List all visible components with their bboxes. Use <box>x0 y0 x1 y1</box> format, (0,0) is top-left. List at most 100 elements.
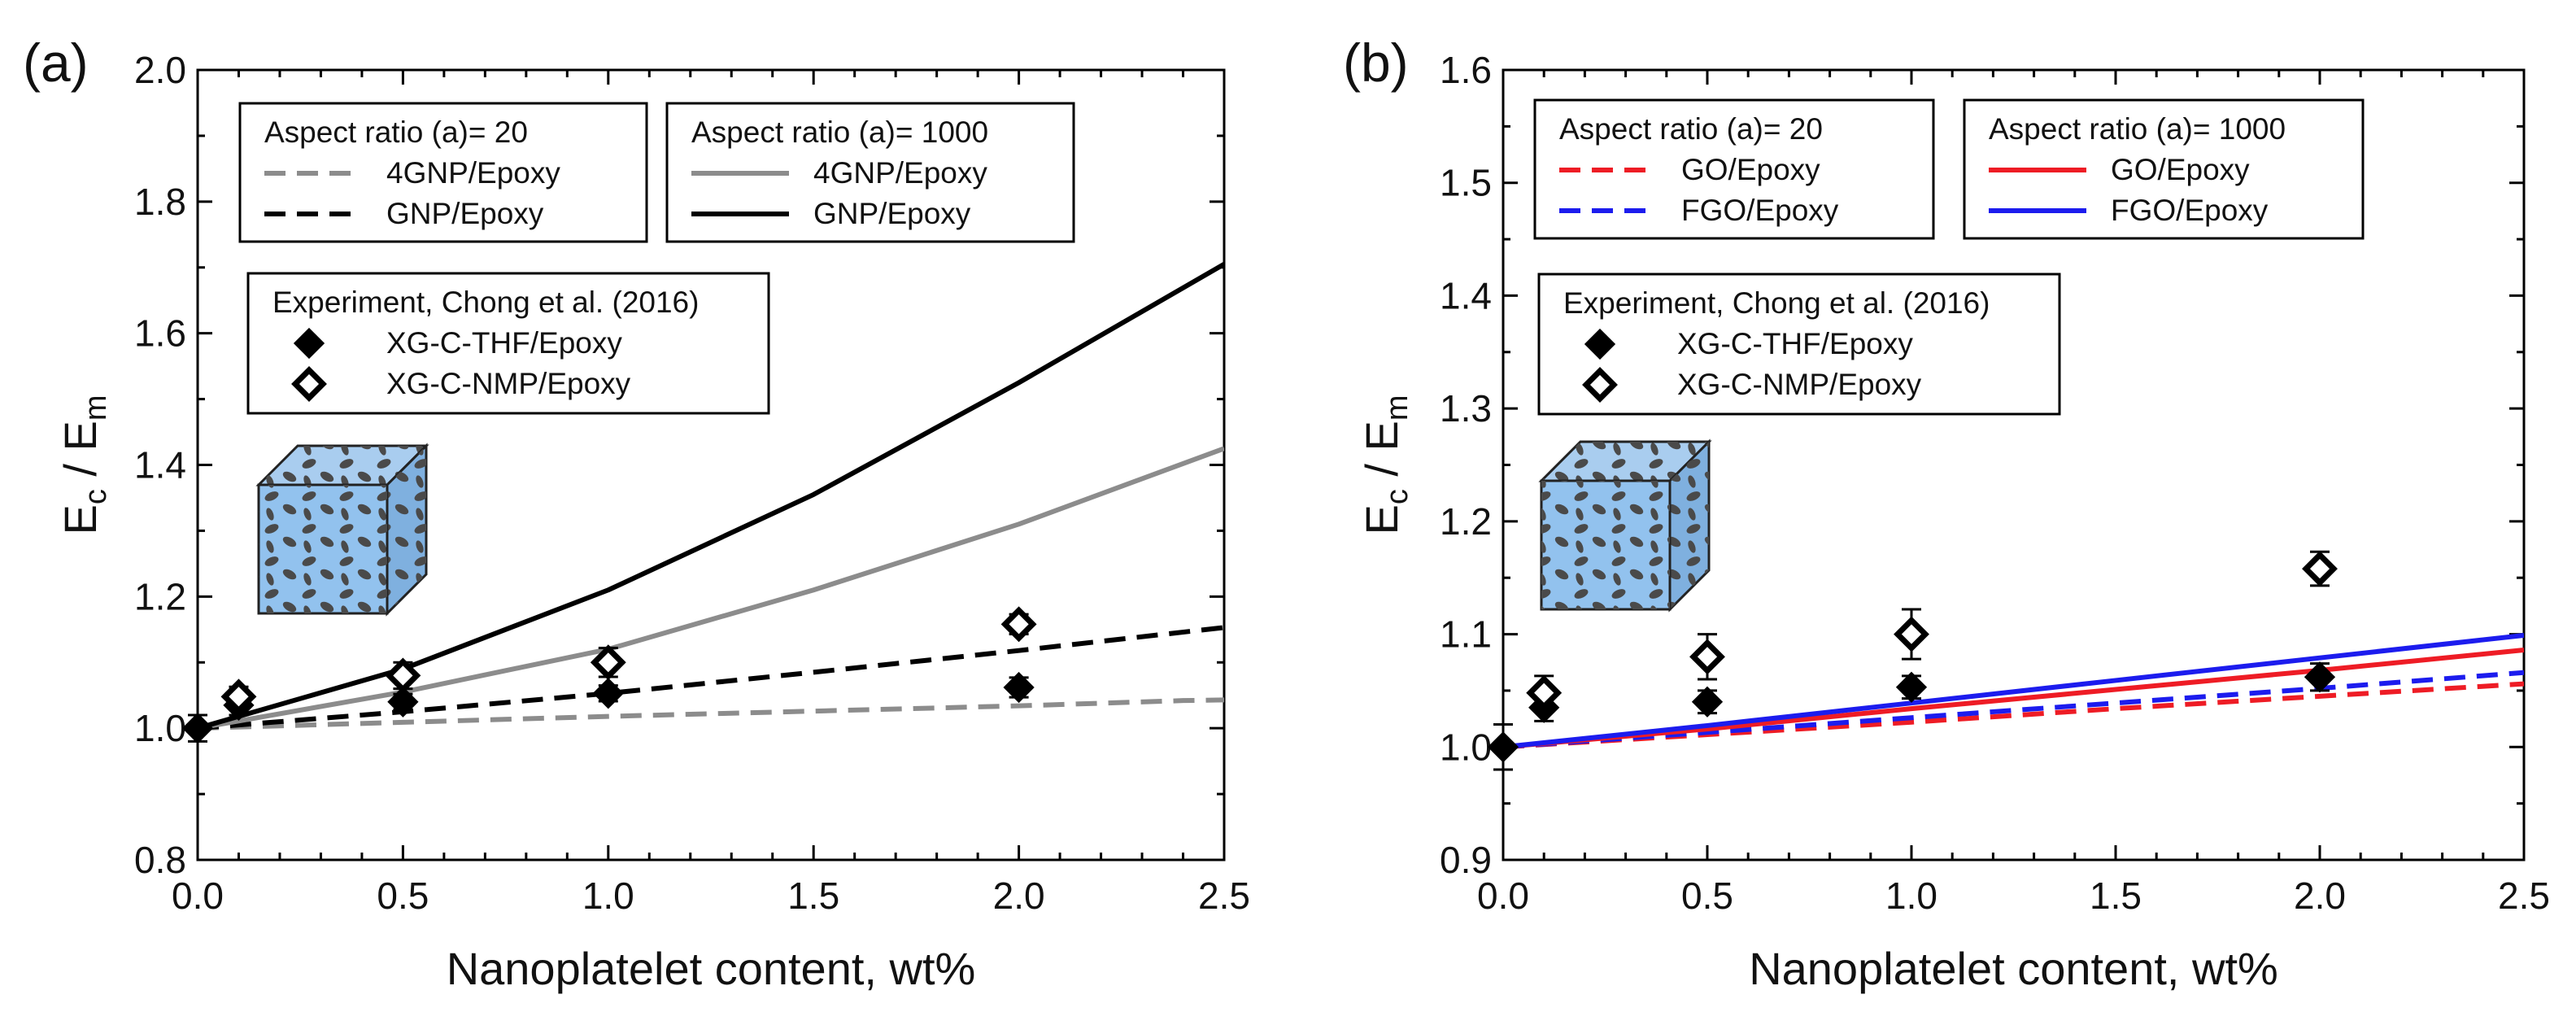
series-line <box>198 697 1224 731</box>
y-axis-title-sep: / E <box>1356 421 1407 489</box>
data-point-filled <box>1895 671 1928 703</box>
series-group <box>1503 632 2524 750</box>
legend-marker-filled <box>1584 328 1616 360</box>
data-point-open <box>1894 616 1929 652</box>
series-line <box>1503 632 2524 750</box>
y-axis-title-main: E <box>54 504 106 534</box>
legend-entry: GO/Epoxy <box>1681 153 1820 186</box>
legend-box <box>246 272 770 415</box>
x-tick-label: 1.5 <box>787 875 839 917</box>
legend-entry: GNP/Epoxy <box>813 197 971 230</box>
legend-entry: FGO/Epoxy <box>1681 194 1839 227</box>
data-point-open <box>1000 606 1037 643</box>
y-tick-label: 1.4 <box>1440 274 1492 316</box>
x-tick-label: 0.5 <box>1681 875 1733 917</box>
data-point-open <box>2302 551 2338 587</box>
legend-title: Experiment, Chong et al. (2016) <box>1563 286 1990 320</box>
cube-front-flakes <box>259 485 387 613</box>
y-tick-label: 1.0 <box>1440 726 1492 768</box>
series-line <box>1503 670 2524 750</box>
data-point-filled <box>387 686 419 718</box>
y-tick-label: 1.2 <box>134 575 186 617</box>
x-tick-label: 1.0 <box>582 875 634 917</box>
panel-b: (b) 0.0 0.5 1.0 1.5 2.0 2.5 0.9 1.0 1.1 1.2 1.3 1.4 1… <box>1343 33 2550 994</box>
legend-title: Aspect ratio (a)= 1000 <box>1989 112 2286 146</box>
legend-marker-open <box>291 366 327 402</box>
y-tick-label: 1.1 <box>1440 613 1492 656</box>
data-point-filled <box>592 678 624 709</box>
legend-entry: XG-C-NMP/Epoxy <box>1677 368 1922 401</box>
y-tick-label: 0.9 <box>1440 839 1492 881</box>
composite-cube-illustration <box>255 443 429 617</box>
x-tick-label: 2.0 <box>993 875 1045 917</box>
panel-label: (b) <box>1343 33 1409 93</box>
y-tick-label: 0.8 <box>134 839 186 881</box>
x-tick-label: 1.0 <box>1885 875 1937 917</box>
data-point-filled <box>2304 661 2336 693</box>
data-point-filled <box>1691 686 1724 718</box>
y-axis-title-main: E <box>1356 504 1407 534</box>
series-line <box>198 446 1224 731</box>
cube-front-flakes <box>1541 481 1670 609</box>
data-point-open <box>1689 639 1725 675</box>
y-tick-label: 1.5 <box>1440 162 1492 204</box>
x-tick-label: 2.5 <box>2498 875 2550 917</box>
legend-title: Aspect ratio (a)= 20 <box>264 116 528 149</box>
legend-title: Aspect ratio (a)= 20 <box>1559 112 1823 146</box>
x-tick-label: 2.0 <box>2294 875 2346 917</box>
y-axis-title-sub: m <box>79 395 113 421</box>
x-tick-label: 2.5 <box>1198 875 1250 917</box>
y-axis-title-sep: / E <box>54 421 106 489</box>
y-axis-title: Ec / Em <box>1356 395 1414 534</box>
legend-marker-filled <box>293 327 325 360</box>
legend-title: Experiment, Chong et al. (2016) <box>272 286 699 319</box>
data-point-filled <box>1003 671 1035 704</box>
x-tick-label: 0.0 <box>172 875 224 917</box>
x-tick-label: 0.5 <box>377 875 429 917</box>
legend-entry: 4GNP/Epoxy <box>813 156 987 190</box>
legend-entry: XG-C-THF/Epoxy <box>386 326 622 360</box>
data-point-open <box>385 657 421 694</box>
y-tick-label: 1.3 <box>1440 387 1492 430</box>
x-tick-label: 1.5 <box>2090 875 2142 917</box>
y-tick-label: 1.8 <box>134 181 186 223</box>
y-tick-label: 1.2 <box>1440 500 1492 543</box>
composite-cube-illustration <box>1538 438 1712 613</box>
legend-entry: GO/Epoxy <box>2111 153 2250 186</box>
y-tick-label: 1.6 <box>1440 49 1492 91</box>
series-line <box>1503 648 2524 750</box>
y-tick-label: 1.4 <box>134 444 186 486</box>
panel-label: (a) <box>23 33 89 93</box>
data-point-filled <box>181 713 214 744</box>
data-point-open <box>1526 674 1563 711</box>
y-axis-title-sub: c <box>79 489 113 504</box>
y-axis-title-sub: c <box>1380 489 1414 504</box>
legend-title: Aspect ratio (a)= 1000 <box>691 116 988 149</box>
series-line <box>198 625 1224 731</box>
y-axis-title-sub: m <box>1380 395 1414 421</box>
legend-marker-open <box>1582 367 1618 403</box>
x-axis-title: Nanoplatelet content, wt% <box>1749 943 2278 994</box>
legend-entry: GNP/Epoxy <box>386 197 544 230</box>
cube-side-flakes <box>1670 442 1709 609</box>
data-point-open <box>590 644 626 681</box>
series-group <box>198 262 1224 731</box>
data-point-filled <box>1487 731 1519 763</box>
legend-entry: 4GNP/Epoxy <box>386 156 560 190</box>
series-line <box>198 262 1224 731</box>
y-tick-label: 1.0 <box>134 707 186 749</box>
legend-entry: XG-C-THF/Epoxy <box>1677 327 1913 360</box>
cube-side-flakes <box>387 446 426 613</box>
y-tick-label: 1.6 <box>134 312 186 355</box>
y-tick-label: 2.0 <box>134 49 186 91</box>
legend-entry: XG-C-NMP/Epoxy <box>386 367 631 400</box>
legend-box <box>1537 273 2061 416</box>
y-axis-title: Ec / Em <box>54 395 113 534</box>
cube-top-flakes <box>259 446 426 485</box>
data-point-open <box>220 678 257 715</box>
x-tick-label: 0.0 <box>1477 875 1529 917</box>
legend-entry: FGO/Epoxy <box>2111 194 2269 227</box>
x-axis-title: Nanoplatelet content, wt% <box>447 943 976 994</box>
cube-top-flakes <box>1541 442 1709 481</box>
